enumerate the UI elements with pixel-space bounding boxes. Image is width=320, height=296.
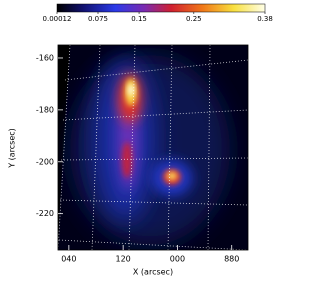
x-axis-label: X (arcsec) xyxy=(133,268,173,277)
chart: X (arcsec) Y (arcsec) 040 120 000 880 -160 -1… xyxy=(8,3,273,277)
colorbar-tick-label: 0.075 xyxy=(88,15,108,23)
x-tick-label: 120 xyxy=(116,255,131,264)
y-axis-label: Y (arcsec) xyxy=(8,128,17,169)
x-tick-label: 040 xyxy=(61,255,76,264)
colorbar-tick-label: 0.25 xyxy=(186,15,202,23)
source-core xyxy=(128,84,134,96)
helio-grid xyxy=(58,45,248,250)
y-tick-label: -200 xyxy=(36,157,54,166)
colorbar-tick-label: 0.00012 xyxy=(43,15,72,23)
x-tick-label: 000 xyxy=(170,255,185,264)
loop xyxy=(122,142,132,178)
y-tick-label: -220 xyxy=(36,209,54,218)
y-tick-label: -160 xyxy=(36,53,54,62)
source-core xyxy=(167,172,177,180)
colorbar-tick-label: 0.38 xyxy=(257,15,273,23)
off-limb xyxy=(58,45,70,250)
colorbar xyxy=(56,3,266,13)
image xyxy=(58,45,248,250)
colorbar-tick-label: 0.15 xyxy=(131,15,147,23)
x-tick-label: 880 xyxy=(224,255,239,264)
plot-frame xyxy=(57,44,249,251)
y-tick-label: -180 xyxy=(36,105,54,114)
